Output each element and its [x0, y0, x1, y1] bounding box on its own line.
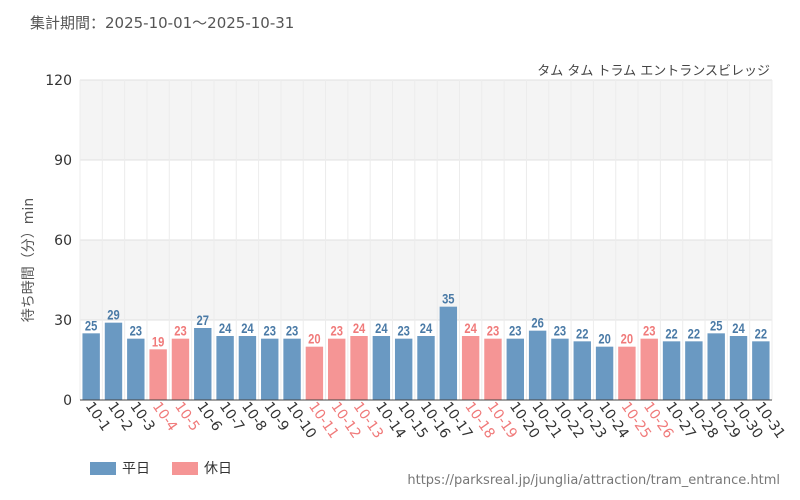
gridlines	[79, 79, 773, 400]
data-label: 24	[420, 321, 432, 336]
bar-10-28	[685, 341, 703, 400]
bar-10-6	[194, 328, 212, 400]
data-label: 25	[85, 318, 97, 333]
bar-10-20	[506, 338, 524, 400]
bar-10-26	[640, 338, 658, 400]
bar-10-30	[729, 336, 748, 400]
data-label: 23	[286, 324, 298, 339]
source-url: https://parksreal.jp/junglia/attraction/…	[407, 473, 780, 488]
data-labels: 25 29 23 19 23 27 24 24 23 23 20 23 24 24 23 24 35 24 23 23…	[85, 292, 767, 350]
data-label: 23	[397, 324, 409, 339]
background-bands	[80, 80, 772, 320]
bar-10-18	[461, 336, 480, 400]
legend-holiday-label: 休日	[204, 461, 232, 477]
bar-10-7	[216, 336, 234, 400]
bar-10-13	[350, 336, 368, 400]
y-axis-ticks: 0 30 60 90 120	[45, 73, 72, 409]
data-label: 29	[107, 308, 119, 323]
bar-10-9	[261, 338, 279, 400]
bar-10-22	[551, 338, 569, 400]
bar-10-21	[528, 330, 547, 400]
data-label: 20	[621, 332, 633, 347]
y-tick-label: 30	[54, 313, 72, 329]
data-label: 24	[732, 321, 744, 336]
y-axis-label: 待ち時間（分）min	[21, 198, 37, 322]
data-label: 24	[375, 321, 387, 336]
data-label: 27	[197, 313, 209, 328]
data-label: 24	[241, 321, 253, 336]
data-label: 23	[264, 324, 276, 339]
period-label: 集計期間：2025-10-01～2025-10-31	[30, 14, 295, 32]
data-label: 22	[665, 326, 677, 341]
data-label: 24	[219, 321, 231, 336]
bar-10-23	[573, 341, 591, 400]
bar-10-2	[104, 322, 123, 400]
data-label: 23	[487, 324, 499, 339]
bar-10-4	[149, 349, 167, 400]
bar-10-8	[238, 336, 257, 400]
weekday-swatch	[90, 461, 116, 475]
bar-10-24	[595, 346, 614, 400]
bar-10-11	[305, 346, 324, 400]
x-axis-ticks: 10-110-210-310-410-510-610-710-810-910-1…	[82, 399, 788, 442]
data-label: 26	[531, 316, 543, 331]
grid-band	[80, 240, 772, 320]
data-label: 22	[576, 326, 588, 341]
data-label: 23	[509, 324, 521, 339]
bar-10-25	[618, 346, 636, 400]
y-tick-label: 120	[45, 73, 72, 89]
legend-holiday: 休日	[172, 458, 232, 478]
data-label: 24	[464, 321, 476, 336]
data-label: 25	[710, 318, 722, 333]
bar-10-19	[484, 338, 502, 400]
data-label: 23	[130, 324, 142, 339]
data-label: 22	[688, 326, 700, 341]
attraction-name: タム タム トラム エントランスビレッジ	[537, 64, 770, 79]
bar-10-10	[283, 338, 301, 400]
bars	[82, 306, 770, 400]
data-label: 24	[353, 321, 365, 336]
data-label: 23	[330, 324, 342, 339]
data-label: 35	[442, 292, 454, 307]
data-label: 23	[643, 324, 655, 339]
legend-weekday-label: 平日	[122, 461, 150, 477]
bar-10-27	[662, 341, 681, 400]
bar-10-14	[372, 336, 391, 400]
legend-weekday: 平日	[90, 458, 150, 478]
data-label: 22	[755, 326, 767, 341]
bar-10-5	[171, 338, 190, 400]
legend: 平日 休日	[90, 458, 232, 478]
data-label: 23	[174, 324, 186, 339]
bar-10-29	[707, 333, 725, 400]
data-label: 20	[598, 332, 610, 347]
bar-10-1	[82, 333, 100, 400]
grid-band	[80, 80, 772, 160]
data-label: 23	[554, 324, 566, 339]
bar-10-17	[439, 306, 458, 400]
y-tick-label: 90	[54, 153, 72, 169]
y-tick-label: 60	[54, 233, 72, 249]
bar-10-12	[328, 338, 346, 400]
bar-10-15	[394, 338, 413, 400]
holiday-swatch	[172, 461, 198, 475]
data-label: 19	[152, 334, 164, 349]
bar-10-31	[752, 341, 770, 400]
y-tick-label: 0	[63, 393, 72, 409]
bar-10-16	[417, 336, 435, 400]
data-label: 20	[308, 332, 320, 347]
bar-10-3	[127, 338, 145, 400]
